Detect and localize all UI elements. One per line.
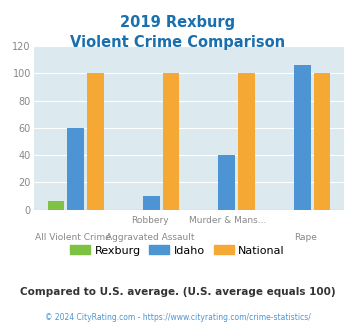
Text: Robbery: Robbery — [131, 216, 169, 225]
Bar — [313, 74, 330, 210]
Text: Rape: Rape — [294, 233, 317, 242]
Bar — [218, 155, 235, 210]
Bar — [163, 74, 179, 210]
Text: 2019 Rexburg: 2019 Rexburg — [120, 15, 235, 30]
Bar — [67, 128, 84, 210]
Text: © 2024 CityRating.com - https://www.cityrating.com/crime-statistics/: © 2024 CityRating.com - https://www.city… — [45, 313, 310, 322]
Bar — [238, 74, 255, 210]
Text: Compared to U.S. average. (U.S. average equals 100): Compared to U.S. average. (U.S. average … — [20, 287, 335, 297]
Legend: Rexburg, Idaho, National: Rexburg, Idaho, National — [66, 241, 289, 260]
Text: Violent Crime Comparison: Violent Crime Comparison — [70, 35, 285, 50]
Bar — [87, 74, 104, 210]
Bar — [48, 201, 65, 210]
Text: All Violent Crime: All Violent Crime — [35, 233, 110, 242]
Text: Murder & Mans...: Murder & Mans... — [189, 216, 267, 225]
Bar — [294, 65, 311, 210]
Text: Aggravated Assault: Aggravated Assault — [106, 233, 195, 242]
Bar — [143, 196, 160, 210]
